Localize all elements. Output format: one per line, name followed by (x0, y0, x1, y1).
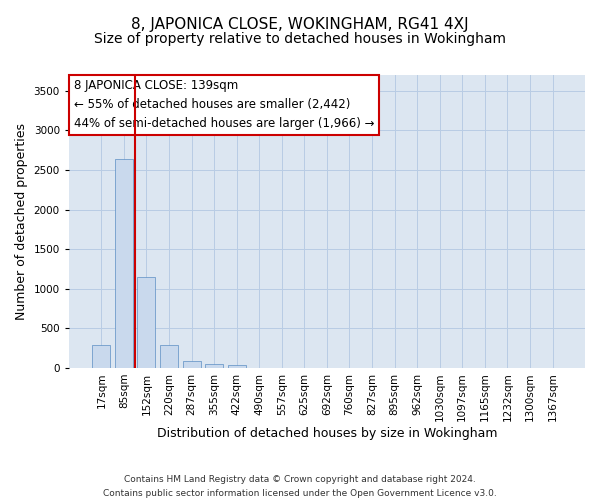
Text: Contains HM Land Registry data © Crown copyright and database right 2024.
Contai: Contains HM Land Registry data © Crown c… (103, 476, 497, 498)
Bar (205, 364, 223, 368)
Bar (137, 277, 155, 368)
Bar (160, 346, 178, 368)
Bar (115, 159, 133, 368)
Bar (182, 360, 200, 368)
X-axis label: Distribution of detached houses by size in Wokingham: Distribution of detached houses by size … (157, 427, 497, 440)
Bar (227, 365, 246, 368)
Text: Size of property relative to detached houses in Wokingham: Size of property relative to detached ho… (94, 32, 506, 46)
Text: 8, JAPONICA CLOSE, WOKINGHAM, RG41 4XJ: 8, JAPONICA CLOSE, WOKINGHAM, RG41 4XJ (131, 18, 469, 32)
Y-axis label: Number of detached properties: Number of detached properties (15, 123, 28, 320)
Bar (92, 346, 110, 368)
Text: 8 JAPONICA CLOSE: 139sqm
← 55% of detached houses are smaller (2,442)
44% of sem: 8 JAPONICA CLOSE: 139sqm ← 55% of detach… (74, 80, 374, 130)
